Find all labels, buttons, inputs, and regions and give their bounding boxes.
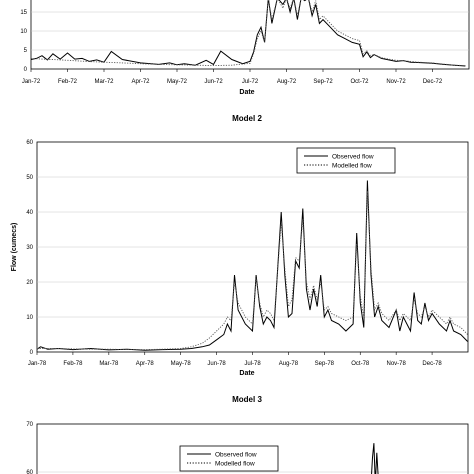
y-tick-label: 30 [26,245,33,251]
x-tick-label: Dec-78 [422,361,442,367]
legend-label-observed: Observed flow [332,154,374,161]
x-tick-label: Jan-72 [22,79,41,85]
x-tick-label: Mar-72 [94,79,114,85]
plot-area-frame [36,423,469,474]
chart-panel-model-1: 0 5 10 15 Jan-72 Feb-72 Mar-72 Apr-72 May-72 Jun… [20,0,470,96]
series-observed-flow-line [36,180,468,351]
y-tick-label: 20 [26,280,33,286]
y-tick-labels: 60 70 [26,422,33,474]
x-tick-label: Aug-72 [277,79,297,85]
y-tick-label: 70 [26,422,33,428]
y-tick-label: 10 [20,29,27,35]
y-tick-label: 60 [26,140,33,146]
x-tick-labels: Jan-72 Feb-72 Mar-72 Apr-72 May-72 Jun-72 Jul-… [22,69,443,85]
x-tick-label: Oct-78 [351,361,370,367]
series-modelled-flow-line [30,0,466,67]
legend: Observed flow Modelled flow [296,147,396,174]
y-tick-label: 50 [26,175,33,181]
x-tick-label: Jun-72 [204,79,223,85]
legend-label-modelled: Modelled flow [215,461,255,468]
series-observed-flow-line [30,0,466,67]
y-tick-label: 10 [26,315,33,321]
x-tick-label: Nov-72 [386,79,406,85]
x-tick-label: May-78 [171,361,192,367]
x-tick-label: Jan-78 [28,361,47,367]
y-axis-label: Flow (cumecs) [11,223,18,272]
y-tick-label: 60 [26,470,33,474]
chart-title: Model 3 [232,395,262,404]
y-tick-label: 0 [24,67,28,73]
y-tick-labels: 0 10 20 30 40 50 60 [26,140,33,356]
series-lines [30,0,466,67]
legend-box [179,445,279,472]
x-tick-label: Sep-72 [313,79,333,85]
x-tick-label: Jul-72 [242,79,259,85]
y-tick-labels: 0 5 10 15 [20,10,27,73]
x-tick-label: Feb-78 [63,361,83,367]
x-tick-label: Oct-72 [350,79,369,85]
legend: Observed flow Modelled flow [179,445,279,472]
x-tick-label: Feb-72 [58,79,78,85]
series-modelled-flow-line [37,190,468,351]
legend-label-modelled: Modelled flow [332,163,372,170]
x-tick-label: May-72 [167,79,188,85]
plot-area-frame [30,0,470,70]
x-tick-label: Aug-78 [279,361,299,367]
series-observed-flow-line [371,443,379,474]
legend-label-observed: Observed flow [215,452,257,459]
chart-panel-model-3: Model 3 60 70 Observed flow Modelled flow [26,395,469,474]
series-lines [371,443,379,474]
y-tick-label: 0 [30,350,34,356]
y-tick-label: 40 [26,210,33,216]
x-axis-label: Date [239,370,254,377]
x-tick-label: Mar-78 [99,361,119,367]
y-grid [37,176,468,318]
x-axis-label: Date [239,89,254,96]
x-tick-label: Apr-78 [136,361,155,367]
x-tick-label: Nov-78 [386,361,406,367]
x-tick-label: Jun-78 [207,361,226,367]
chart-title: Model 2 [232,114,262,123]
legend-box [296,147,396,174]
x-tick-label: Sep-78 [315,361,335,367]
series-lines [36,180,468,351]
x-tick-label: Jul-78 [244,361,261,367]
y-grid [31,11,469,51]
y-tick-label: 5 [24,48,28,54]
x-tick-labels: Jan-78 Feb-78 Mar-78 Apr-78 May-78 Jun-78 Jul-… [28,352,442,367]
x-tick-label: Apr-72 [131,79,150,85]
chart-panel-model-2: Model 2 0 10 20 30 40 50 60 Jan-78 Feb-78 Mar-78… [11,114,469,377]
y-tick-label: 15 [20,10,27,16]
x-tick-label: Dec-72 [423,79,443,85]
